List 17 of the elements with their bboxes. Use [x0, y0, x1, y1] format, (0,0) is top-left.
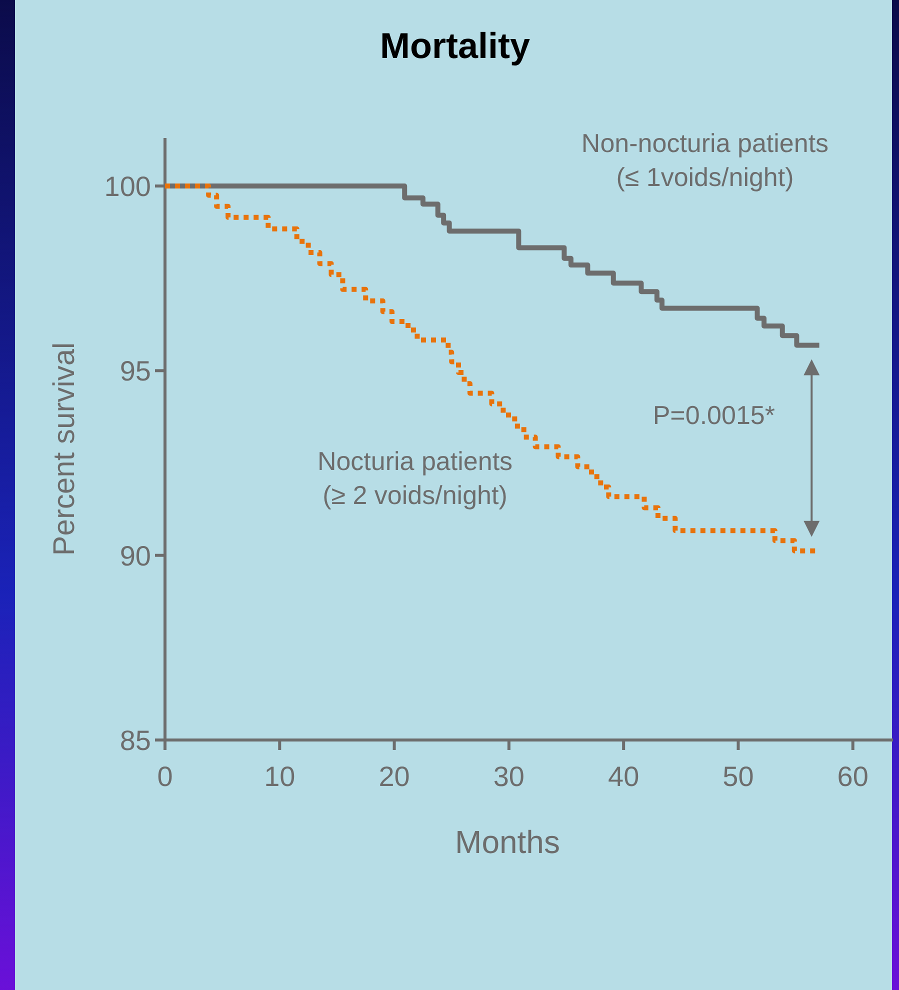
- x-tick-label: 40: [608, 761, 640, 792]
- x-tick-label: 0: [157, 761, 173, 792]
- x-tick-label: 20: [378, 761, 410, 792]
- y-tick-label: 85: [120, 725, 151, 756]
- x-axis-title: Months: [455, 824, 560, 860]
- x-tick-label: 30: [493, 761, 525, 792]
- y-tick-label: 100: [104, 171, 151, 202]
- text: Non-nocturia patients (≤ 1voids/night): [581, 128, 829, 192]
- y-tick-label: 95: [120, 356, 151, 387]
- x-tick-label: 10: [264, 761, 296, 792]
- x-tick-label: 50: [722, 761, 754, 792]
- x-tick-label: 60: [837, 761, 868, 792]
- y-tick-label: 90: [120, 540, 151, 572]
- annotation: P=0.0015*: [652, 400, 775, 430]
- chart-title: Mortality: [380, 25, 530, 66]
- y-axis-title: Percent survival: [48, 342, 81, 556]
- series-label: Nocturia patients (≥ 2 voids/night): [317, 446, 513, 510]
